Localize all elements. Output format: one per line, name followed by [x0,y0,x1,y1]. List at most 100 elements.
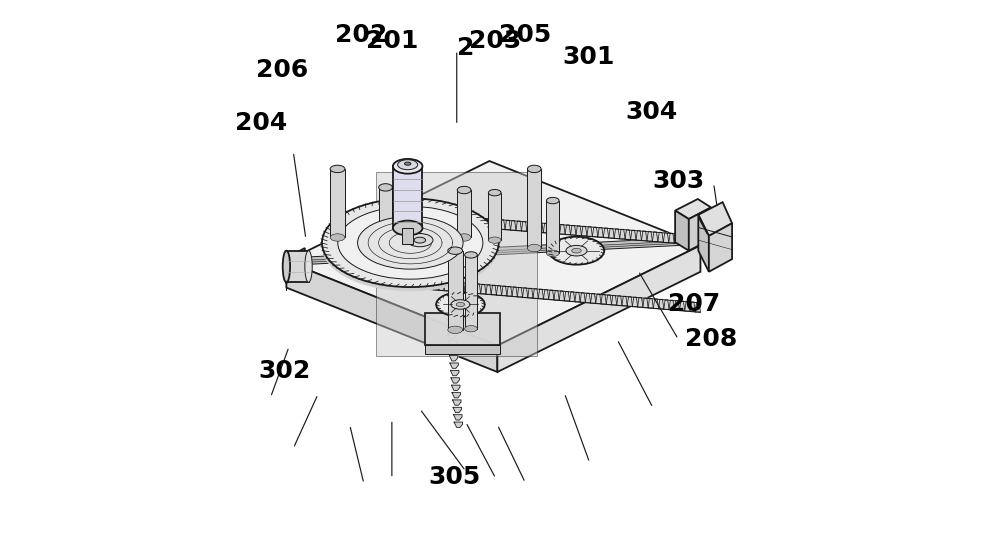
Polygon shape [286,261,497,372]
Polygon shape [488,192,501,240]
Polygon shape [418,213,423,223]
Polygon shape [397,277,402,287]
Polygon shape [674,301,680,310]
Polygon shape [609,229,614,238]
Ellipse shape [398,160,418,169]
Ellipse shape [379,234,392,241]
Polygon shape [440,215,445,224]
Polygon shape [401,212,407,221]
Polygon shape [516,221,521,231]
Polygon shape [664,300,669,309]
Ellipse shape [322,198,499,287]
Polygon shape [591,294,596,303]
Polygon shape [617,296,622,305]
Polygon shape [648,298,653,308]
Polygon shape [407,212,412,222]
Polygon shape [685,235,691,244]
Polygon shape [483,219,489,228]
Polygon shape [691,235,696,245]
Polygon shape [460,282,465,292]
Polygon shape [434,280,439,290]
Polygon shape [689,207,711,251]
Polygon shape [423,279,428,289]
Polygon shape [387,276,392,286]
Ellipse shape [572,248,581,253]
Ellipse shape [527,165,541,173]
Polygon shape [698,215,709,272]
Ellipse shape [488,237,501,243]
Polygon shape [675,199,711,219]
Ellipse shape [451,300,470,309]
Polygon shape [549,290,554,300]
Polygon shape [423,214,429,223]
Polygon shape [571,225,576,235]
Text: 201: 201 [366,29,418,53]
Polygon shape [601,295,606,304]
Ellipse shape [549,237,604,265]
Polygon shape [592,227,598,237]
Polygon shape [580,293,585,302]
Polygon shape [452,393,460,398]
Polygon shape [507,287,512,296]
Polygon shape [286,240,700,263]
Polygon shape [564,292,570,301]
Polygon shape [465,283,470,293]
Text: 203: 203 [469,29,521,53]
Ellipse shape [448,326,463,334]
Polygon shape [502,286,507,296]
Polygon shape [512,287,517,296]
Polygon shape [428,280,434,289]
Polygon shape [533,289,538,298]
Polygon shape [396,212,401,221]
Text: 207: 207 [668,293,720,317]
Polygon shape [638,297,643,307]
Ellipse shape [322,203,499,292]
Ellipse shape [465,326,477,332]
Polygon shape [330,169,345,238]
Ellipse shape [448,247,463,254]
Polygon shape [448,251,463,330]
Polygon shape [620,229,625,239]
Ellipse shape [527,244,541,252]
Polygon shape [603,228,609,238]
Polygon shape [407,278,413,288]
Polygon shape [418,279,423,288]
Polygon shape [517,287,523,297]
Polygon shape [425,313,500,344]
Polygon shape [447,326,456,332]
Polygon shape [453,400,461,405]
Polygon shape [461,217,467,226]
Polygon shape [680,301,685,311]
Polygon shape [627,297,632,306]
Polygon shape [445,215,450,225]
Polygon shape [690,302,695,311]
Polygon shape [596,294,601,303]
Polygon shape [527,222,532,231]
Polygon shape [663,233,669,243]
Polygon shape [390,211,396,221]
Polygon shape [647,231,652,241]
Text: 205: 205 [499,23,551,47]
Ellipse shape [283,251,290,282]
Polygon shape [439,281,444,290]
Polygon shape [451,385,460,391]
Ellipse shape [305,251,312,282]
Polygon shape [632,297,638,306]
Polygon shape [434,214,440,224]
Polygon shape [500,220,505,229]
Polygon shape [698,202,732,236]
Polygon shape [376,276,381,285]
Ellipse shape [457,234,471,241]
Polygon shape [489,219,494,228]
Polygon shape [643,298,648,308]
Polygon shape [449,281,455,291]
Polygon shape [454,415,462,420]
Text: 204: 204 [235,111,288,135]
Polygon shape [494,219,500,229]
Polygon shape [457,190,471,238]
Polygon shape [472,217,478,227]
Polygon shape [538,289,543,298]
Text: 304: 304 [626,101,678,125]
Polygon shape [611,295,617,305]
Polygon shape [491,285,496,295]
